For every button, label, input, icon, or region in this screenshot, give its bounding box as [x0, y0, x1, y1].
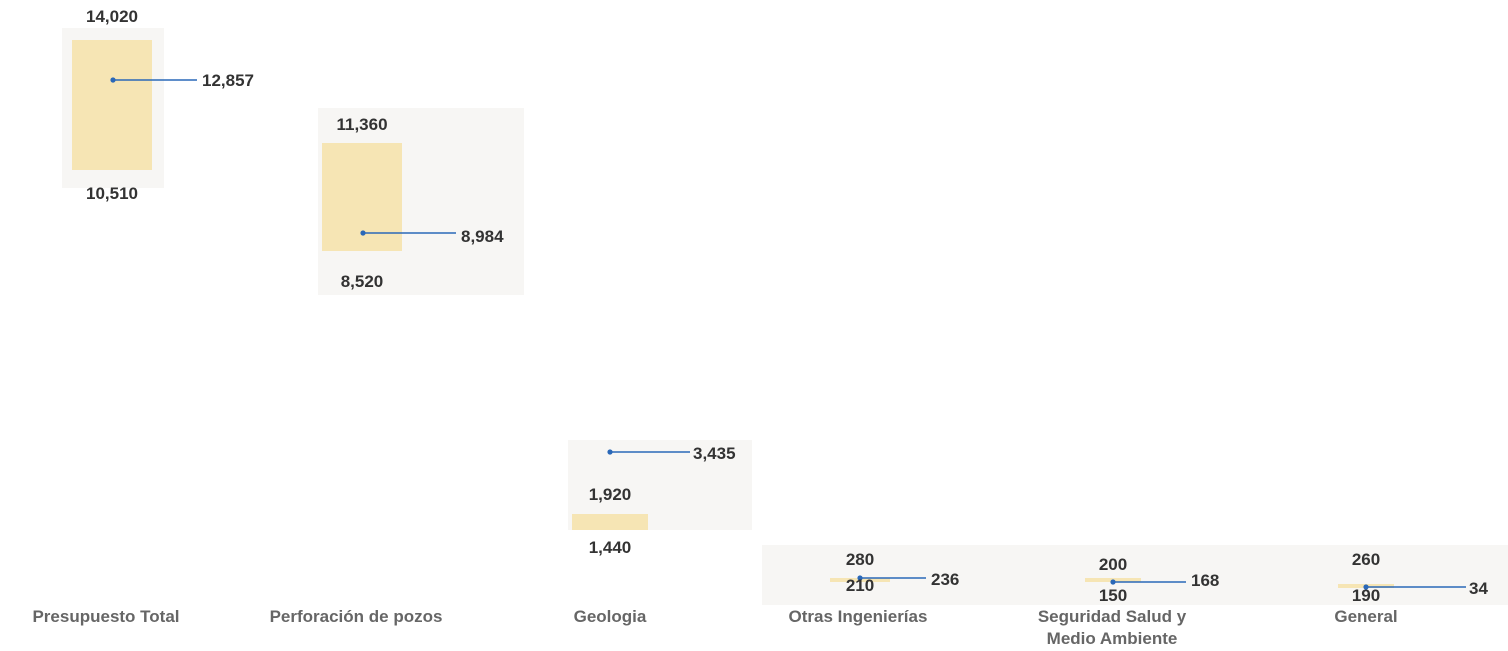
reference-dot [360, 230, 366, 236]
high-value-label: 11,360 [336, 115, 387, 134]
high-value-label: 200 [1099, 555, 1127, 574]
value-labels: 14,020 10,510 12,857 11,360 8,520 8,984 1,920 1… [86, 7, 1488, 605]
marker-value-label: 8,984 [461, 227, 504, 246]
high-value-label: 280 [846, 550, 874, 569]
marker-value-label: 168 [1191, 571, 1219, 590]
low-value-label: 10,510 [86, 184, 138, 203]
category-label: Medio Ambiente [1047, 629, 1178, 648]
marker-value-label: 3,435 [693, 444, 736, 463]
range-bars [72, 40, 1394, 588]
low-value-label: 190 [1352, 586, 1380, 605]
range-bar [572, 514, 648, 530]
high-value-label: 260 [1352, 550, 1380, 569]
marker-value-label: 12,857 [202, 71, 254, 90]
category-label: General [1334, 607, 1397, 626]
marker-value-label: 236 [931, 570, 959, 589]
low-value-label: 1,440 [589, 538, 632, 557]
reference-dot [857, 575, 863, 581]
reference-dot [1110, 579, 1116, 585]
reference-dot [607, 449, 613, 455]
high-value-label: 1,920 [589, 485, 632, 504]
low-value-label: 210 [846, 576, 874, 595]
range-bar [72, 40, 152, 170]
category-label: Presupuesto Total [32, 607, 179, 626]
category-label: Perforación de pozos [270, 607, 443, 626]
category-labels: Presupuesto Total Perforación de pozos Geo… [32, 607, 1397, 648]
background-panel [762, 545, 1508, 605]
category-label: Geologia [574, 607, 647, 626]
low-value-label: 150 [1099, 586, 1127, 605]
reference-markers [110, 77, 1466, 590]
reference-dot [110, 77, 116, 83]
reference-dot [1363, 584, 1369, 590]
background-panels [62, 28, 1508, 605]
low-value-label: 8,520 [341, 272, 384, 291]
category-label: Otras Ingenierías [789, 607, 928, 626]
marker-value-label: 34 [1469, 579, 1488, 598]
category-label: Seguridad Salud y [1038, 607, 1187, 626]
high-value-label: 14,020 [86, 7, 138, 26]
